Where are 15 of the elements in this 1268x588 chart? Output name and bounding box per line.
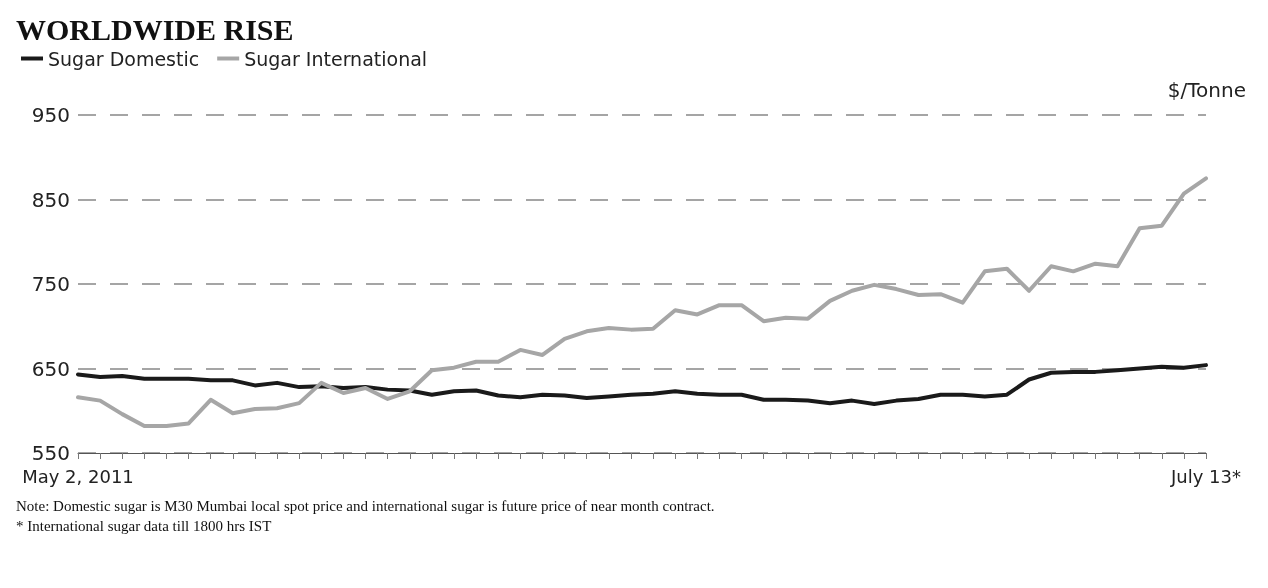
chart-title: WORLDWIDE RISE xyxy=(16,12,294,46)
legend-label: Sugar International xyxy=(244,47,428,70)
line-series xyxy=(76,363,1208,406)
y-axis-title: $/Tonne xyxy=(1167,78,1247,102)
text: * International sugar data till 1800 hrs IST xyxy=(16,517,272,534)
y-tick-label: 650 xyxy=(31,356,70,381)
legend-label: Sugar Domestic xyxy=(48,47,200,70)
x-tick-label: May 2, 2011 xyxy=(22,465,134,487)
y-tick-label: 850 xyxy=(31,187,70,212)
text: Note: Domestic sugar is M30 Mumbai local spot price and international sugar is future price of near month contract. xyxy=(16,497,715,514)
line-series xyxy=(76,176,1208,428)
y-tick-label: 950 xyxy=(31,103,70,127)
y-tick-label: 550 xyxy=(31,441,70,465)
y-tick-label: 750 xyxy=(31,272,70,296)
x-tick-label: July 13* xyxy=(1170,465,1241,487)
